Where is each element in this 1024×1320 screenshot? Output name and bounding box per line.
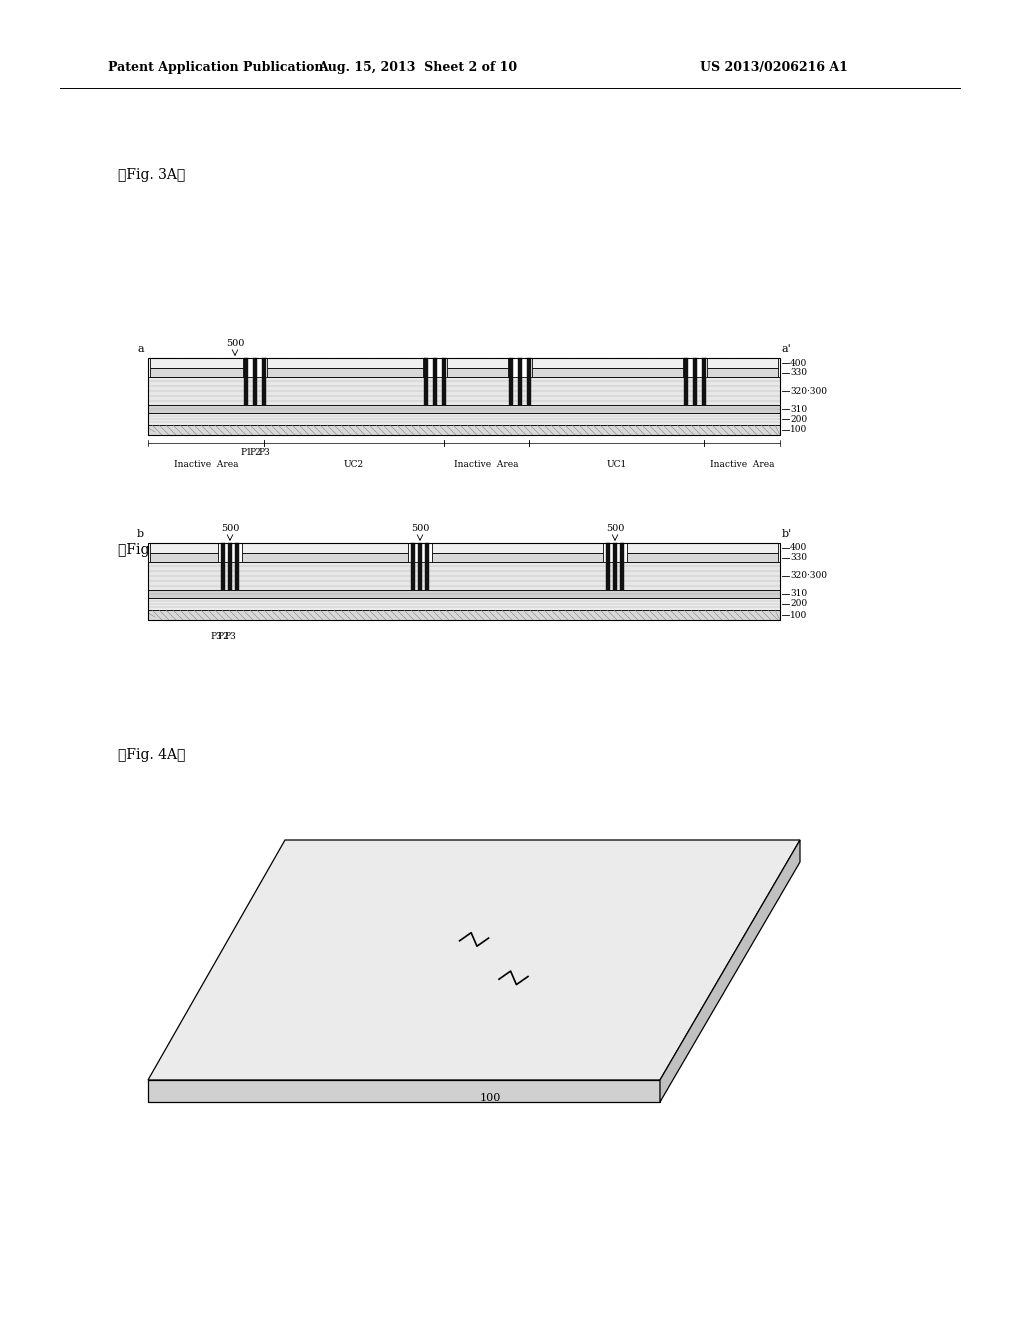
Text: 100: 100 bbox=[480, 1093, 502, 1104]
Bar bbox=[262, 358, 266, 405]
Text: 100: 100 bbox=[790, 425, 807, 434]
Bar bbox=[621, 543, 624, 590]
Bar bbox=[627, 543, 778, 553]
Bar bbox=[432, 543, 603, 553]
Text: Aug. 15, 2013  Sheet 2 of 10: Aug. 15, 2013 Sheet 2 of 10 bbox=[318, 62, 517, 74]
Text: 500: 500 bbox=[221, 524, 240, 533]
Bar bbox=[236, 543, 239, 590]
Text: 100: 100 bbox=[790, 610, 807, 619]
Text: b: b bbox=[137, 529, 144, 539]
Bar bbox=[509, 358, 513, 405]
Bar bbox=[148, 358, 780, 436]
Bar bbox=[424, 358, 428, 405]
Bar bbox=[702, 358, 706, 405]
Bar bbox=[518, 358, 522, 405]
Bar bbox=[245, 358, 248, 405]
Text: 500: 500 bbox=[226, 339, 244, 348]
Text: 「Fig. 3A」: 「Fig. 3A」 bbox=[118, 168, 185, 182]
Bar bbox=[432, 553, 603, 562]
Text: 320·300: 320·300 bbox=[790, 387, 827, 396]
Bar bbox=[242, 543, 408, 553]
Polygon shape bbox=[660, 840, 800, 1102]
Bar bbox=[148, 405, 780, 413]
Bar bbox=[228, 543, 231, 590]
Bar bbox=[442, 358, 445, 405]
Text: Inactive  Area: Inactive Area bbox=[174, 459, 239, 469]
Bar bbox=[267, 368, 423, 378]
Text: 310: 310 bbox=[790, 590, 807, 598]
Bar bbox=[425, 543, 429, 590]
Bar bbox=[148, 590, 780, 598]
Bar bbox=[532, 358, 683, 368]
Bar bbox=[150, 553, 218, 562]
Text: 500: 500 bbox=[606, 524, 625, 533]
Text: 200: 200 bbox=[790, 414, 807, 424]
Bar bbox=[707, 358, 778, 368]
Text: 330: 330 bbox=[790, 553, 807, 562]
Bar bbox=[253, 358, 257, 405]
Bar bbox=[412, 543, 415, 590]
Bar bbox=[221, 543, 224, 590]
Bar bbox=[707, 368, 778, 378]
Text: 「Fig. 3B」: 「Fig. 3B」 bbox=[118, 543, 185, 557]
Bar bbox=[148, 562, 780, 590]
Text: Patent Application Publication: Patent Application Publication bbox=[108, 62, 324, 74]
Text: 310: 310 bbox=[790, 404, 807, 413]
Bar bbox=[148, 543, 780, 620]
Bar bbox=[150, 368, 243, 378]
Text: a': a' bbox=[782, 345, 792, 354]
Text: US 2013/0206216 A1: US 2013/0206216 A1 bbox=[700, 62, 848, 74]
Bar bbox=[267, 358, 423, 368]
Text: 500: 500 bbox=[411, 524, 429, 533]
Bar bbox=[148, 378, 780, 405]
Bar bbox=[242, 553, 408, 562]
Text: 400: 400 bbox=[790, 359, 807, 367]
Bar bbox=[693, 358, 696, 405]
Text: P2: P2 bbox=[249, 447, 261, 457]
Text: b': b' bbox=[782, 529, 793, 539]
Bar bbox=[447, 358, 508, 368]
Text: 320·300: 320·300 bbox=[790, 572, 827, 581]
Text: UC2: UC2 bbox=[344, 459, 365, 469]
Text: 400: 400 bbox=[790, 544, 807, 553]
Text: 「Fig. 4A」: 「Fig. 4A」 bbox=[118, 748, 185, 762]
Bar bbox=[613, 543, 616, 590]
Bar bbox=[418, 543, 422, 590]
Bar bbox=[433, 358, 437, 405]
Bar bbox=[148, 425, 780, 436]
Bar bbox=[148, 598, 780, 610]
Bar bbox=[606, 543, 609, 590]
Bar bbox=[447, 368, 508, 378]
Bar bbox=[684, 358, 688, 405]
Text: Inactive  Area: Inactive Area bbox=[455, 459, 519, 469]
Text: P2: P2 bbox=[217, 632, 229, 642]
Text: P3: P3 bbox=[224, 632, 236, 642]
Text: 330: 330 bbox=[790, 368, 807, 378]
Bar bbox=[532, 368, 683, 378]
Bar bbox=[150, 543, 218, 553]
Text: P1: P1 bbox=[240, 447, 252, 457]
Text: Inactive  Area: Inactive Area bbox=[710, 459, 774, 469]
Bar bbox=[627, 553, 778, 562]
Polygon shape bbox=[148, 840, 800, 1080]
Bar bbox=[150, 358, 243, 368]
Bar bbox=[527, 358, 530, 405]
Bar bbox=[148, 610, 780, 620]
Polygon shape bbox=[148, 1080, 660, 1102]
Text: UC1: UC1 bbox=[606, 459, 627, 469]
Text: 200: 200 bbox=[790, 599, 807, 609]
Bar bbox=[148, 413, 780, 425]
Text: P3: P3 bbox=[258, 447, 270, 457]
Text: a: a bbox=[137, 345, 144, 354]
Text: P3: P3 bbox=[210, 632, 222, 642]
